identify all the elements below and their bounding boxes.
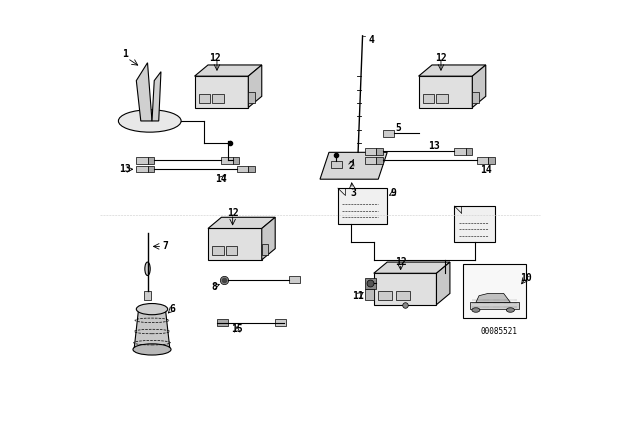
FancyBboxPatch shape: [208, 228, 262, 260]
FancyBboxPatch shape: [454, 148, 466, 155]
FancyBboxPatch shape: [145, 291, 151, 300]
Polygon shape: [248, 65, 262, 108]
Polygon shape: [436, 262, 450, 305]
FancyBboxPatch shape: [226, 246, 237, 255]
FancyBboxPatch shape: [217, 319, 228, 326]
Polygon shape: [338, 188, 387, 224]
Polygon shape: [472, 65, 486, 108]
Text: 14: 14: [480, 165, 492, 175]
Text: 13: 13: [428, 141, 440, 151]
Polygon shape: [476, 293, 511, 302]
Ellipse shape: [136, 304, 168, 314]
FancyBboxPatch shape: [212, 246, 224, 255]
Text: 4: 4: [369, 35, 374, 45]
FancyBboxPatch shape: [365, 289, 374, 300]
FancyBboxPatch shape: [237, 166, 248, 172]
Polygon shape: [195, 65, 262, 76]
Polygon shape: [470, 302, 520, 309]
FancyBboxPatch shape: [136, 166, 148, 172]
Ellipse shape: [118, 110, 181, 132]
Ellipse shape: [472, 308, 480, 312]
Ellipse shape: [145, 262, 150, 276]
FancyBboxPatch shape: [378, 291, 392, 300]
Text: 9: 9: [391, 188, 397, 198]
FancyBboxPatch shape: [477, 157, 488, 164]
FancyBboxPatch shape: [262, 244, 269, 255]
Text: 10: 10: [520, 273, 532, 283]
FancyBboxPatch shape: [365, 148, 376, 155]
FancyBboxPatch shape: [365, 157, 376, 164]
FancyBboxPatch shape: [332, 161, 342, 168]
FancyBboxPatch shape: [436, 94, 448, 103]
Text: 5: 5: [396, 123, 401, 133]
FancyBboxPatch shape: [419, 76, 472, 108]
FancyBboxPatch shape: [248, 166, 255, 172]
FancyBboxPatch shape: [376, 157, 383, 164]
Text: 8: 8: [212, 282, 218, 292]
Polygon shape: [134, 309, 170, 349]
Text: 13: 13: [119, 164, 131, 174]
Polygon shape: [208, 217, 275, 228]
Polygon shape: [136, 63, 152, 121]
FancyBboxPatch shape: [396, 291, 410, 300]
FancyBboxPatch shape: [466, 148, 472, 155]
Polygon shape: [320, 152, 387, 179]
Text: 1: 1: [122, 49, 128, 59]
FancyBboxPatch shape: [289, 276, 300, 283]
Text: 6: 6: [169, 304, 175, 314]
FancyBboxPatch shape: [275, 319, 287, 326]
FancyBboxPatch shape: [463, 264, 526, 318]
FancyBboxPatch shape: [248, 92, 255, 103]
FancyBboxPatch shape: [148, 166, 154, 172]
FancyBboxPatch shape: [233, 157, 239, 164]
Text: 12: 12: [227, 208, 239, 218]
Polygon shape: [419, 65, 486, 76]
Ellipse shape: [506, 308, 515, 312]
FancyBboxPatch shape: [195, 76, 248, 108]
Text: 12: 12: [435, 53, 447, 63]
FancyBboxPatch shape: [488, 157, 495, 164]
Text: 3: 3: [351, 188, 356, 198]
Polygon shape: [152, 72, 161, 121]
Polygon shape: [374, 262, 450, 273]
Text: 7: 7: [163, 241, 168, 251]
FancyBboxPatch shape: [365, 278, 376, 289]
FancyBboxPatch shape: [221, 157, 233, 164]
FancyBboxPatch shape: [136, 157, 148, 164]
FancyBboxPatch shape: [383, 130, 394, 137]
Text: 15: 15: [231, 324, 243, 334]
Text: 14: 14: [216, 174, 227, 184]
FancyBboxPatch shape: [212, 94, 224, 103]
Text: 00085521: 00085521: [481, 327, 518, 336]
FancyBboxPatch shape: [148, 157, 154, 164]
Polygon shape: [454, 206, 495, 242]
Text: 12: 12: [209, 53, 221, 63]
Polygon shape: [262, 217, 275, 260]
FancyBboxPatch shape: [423, 94, 435, 103]
FancyBboxPatch shape: [199, 94, 210, 103]
Text: 2: 2: [348, 161, 355, 171]
FancyBboxPatch shape: [374, 273, 436, 305]
FancyBboxPatch shape: [472, 92, 479, 103]
Text: 12: 12: [395, 257, 406, 267]
Ellipse shape: [133, 344, 171, 355]
FancyBboxPatch shape: [376, 148, 383, 155]
Text: 11: 11: [352, 291, 364, 301]
